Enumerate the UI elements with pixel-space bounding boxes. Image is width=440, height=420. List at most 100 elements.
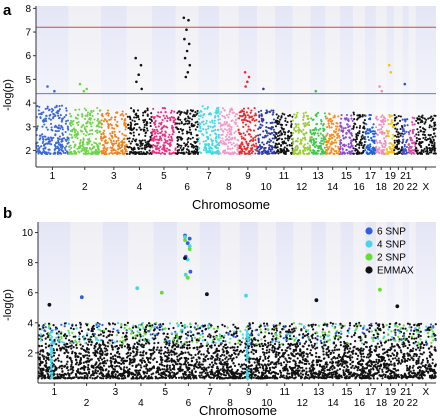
- snp-point: [395, 139, 399, 142]
- snp-point: [95, 343, 98, 346]
- significant-snp-point: [46, 85, 49, 88]
- snp-point: [237, 327, 240, 330]
- snp-point: [38, 146, 41, 149]
- snp-point: [225, 331, 228, 334]
- snp-point: [312, 152, 315, 155]
- snp-point: [157, 341, 160, 344]
- snp-point: [336, 125, 339, 128]
- snp-point: [229, 108, 232, 112]
- snp-point: [58, 105, 61, 108]
- snp-point: [359, 124, 362, 128]
- snp-point: [79, 323, 82, 326]
- snp-point: [320, 142, 323, 145]
- snp-point: [181, 352, 184, 355]
- snp-point: [302, 122, 305, 125]
- snp-point: [50, 342, 53, 345]
- snp-point: [168, 342, 171, 345]
- snp-point: [227, 139, 231, 142]
- snp-point: [294, 125, 298, 128]
- snp-point: [132, 110, 136, 113]
- snp-point: [45, 356, 48, 359]
- snp-point: [315, 144, 318, 147]
- snp-point: [352, 113, 356, 116]
- chromosome-band: [386, 6, 395, 167]
- snp-point: [177, 367, 180, 371]
- snp-point: [151, 133, 154, 136]
- snp-point: [56, 357, 60, 360]
- snp-point: [73, 376, 76, 379]
- chromosome-band: [375, 6, 387, 167]
- snp-point: [391, 137, 394, 140]
- snp-point: [129, 352, 132, 355]
- significant-snp-point: [387, 63, 391, 67]
- snp-point: [129, 121, 132, 124]
- snp-point: [247, 144, 250, 147]
- snp-point: [228, 123, 231, 126]
- snp-point: [284, 117, 287, 120]
- snp-point: [104, 142, 107, 145]
- snp-point: [109, 132, 112, 135]
- snp-point: [366, 146, 369, 149]
- snp-point: [304, 111, 307, 114]
- snp-point: [96, 145, 99, 148]
- snp-point: [302, 112, 305, 115]
- snp-point: [223, 121, 226, 124]
- snp-point: [60, 360, 63, 363]
- snp-point: [75, 361, 79, 364]
- snp-point: [198, 350, 201, 353]
- snp-point: [263, 136, 266, 139]
- snp-point: [319, 127, 322, 130]
- snp-point: [368, 128, 371, 131]
- snp-point: [373, 130, 376, 133]
- snp-point: [128, 152, 131, 156]
- snp-point: [232, 111, 235, 114]
- snp-point: [43, 123, 46, 126]
- snp-point: [41, 133, 44, 136]
- snp-point: [121, 149, 124, 152]
- snp-point: [399, 134, 402, 137]
- snp-point: [120, 145, 123, 149]
- snp-point: [189, 137, 192, 140]
- snp-point: [82, 132, 85, 136]
- snp-point: [346, 123, 349, 126]
- snp-point: [149, 121, 152, 124]
- snp-point: [64, 345, 67, 348]
- snp-point: [211, 126, 214, 129]
- snp-point: [91, 328, 94, 331]
- snp-point: [139, 335, 142, 338]
- snp-point: [321, 133, 324, 137]
- snp-point: [196, 120, 199, 123]
- snp-point: [188, 371, 191, 374]
- snp-point: [304, 124, 307, 127]
- snp-point: [96, 143, 99, 146]
- snp-point: [342, 127, 345, 130]
- snp-point: [299, 140, 302, 144]
- snp-point: [69, 144, 72, 147]
- snp-point: [250, 144, 253, 147]
- snp-point: [170, 137, 173, 140]
- snp-point: [72, 346, 75, 349]
- snp-point: [110, 333, 114, 337]
- snp-point: [139, 142, 142, 145]
- snp-point: [218, 112, 221, 115]
- snp-point: [187, 145, 190, 148]
- snp-point: [164, 376, 167, 380]
- snp-point: [291, 119, 295, 122]
- snp-point: [427, 138, 430, 141]
- snp-point: [264, 135, 267, 138]
- snp-point: [379, 131, 382, 134]
- snp-point: [413, 152, 416, 155]
- snp-point: [125, 125, 128, 128]
- snp-point: [207, 357, 210, 361]
- snp-point: [247, 125, 250, 128]
- snp-point: [198, 147, 201, 150]
- snp-point: [48, 109, 51, 112]
- snp-point: [90, 358, 93, 361]
- snp-point: [206, 350, 209, 353]
- snp-point: [186, 148, 189, 151]
- snp-point: [254, 148, 257, 151]
- snp-point: [87, 343, 90, 346]
- snp-point: [159, 131, 162, 134]
- x-tick-label: 3: [111, 171, 117, 182]
- snp-point: [211, 150, 214, 154]
